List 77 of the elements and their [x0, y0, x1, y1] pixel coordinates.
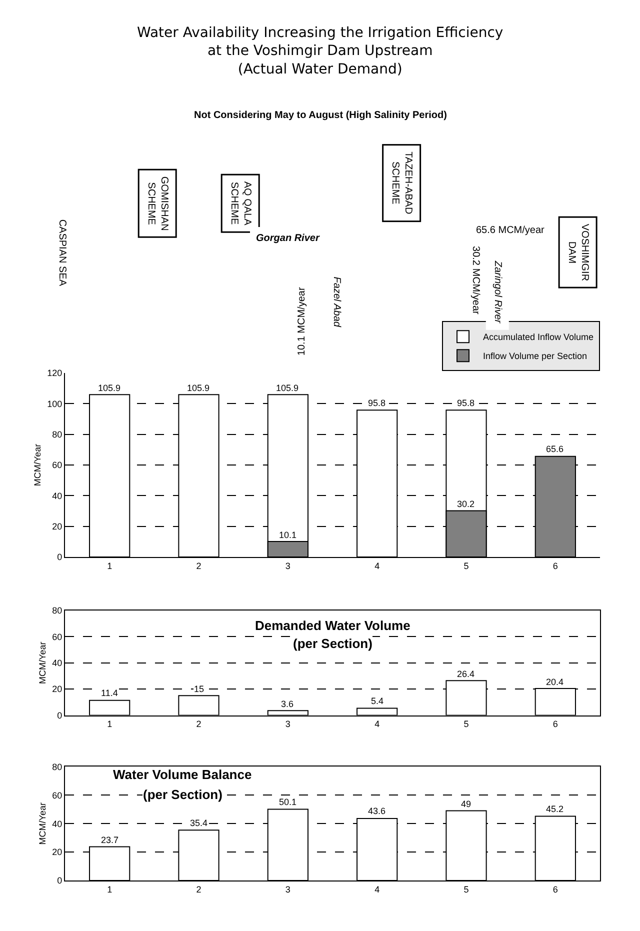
x-tick-label: 3	[285, 719, 290, 730]
data-label: 49	[461, 799, 472, 809]
y-tick-label: 60	[52, 632, 62, 642]
text: Gorgan River	[256, 233, 320, 244]
x-tick-label: 1	[107, 719, 112, 730]
x-tick-label: 1	[107, 560, 112, 571]
text: Zaringol River	[492, 260, 503, 324]
data-label: 65.6	[546, 444, 564, 454]
text: AQ QALA SCHEME	[228, 181, 252, 226]
y-tick-label: 60	[52, 790, 62, 800]
annotation: (per Section)	[143, 787, 222, 802]
text: 30.2 MCM/year	[470, 246, 482, 316]
data-label: 43.6	[368, 806, 386, 816]
legend-label: Accumulated Inflow Volume	[483, 332, 594, 342]
y-axis-title: MCM/Year	[32, 444, 43, 486]
x-tick-label: 1	[107, 884, 112, 894]
y-tick-label: 80	[52, 429, 62, 440]
y-tick-label: 80	[52, 762, 62, 772]
x-tick-label: 4	[374, 560, 380, 571]
y-tick-label: 20	[52, 684, 62, 694]
text: 10.1 MCM/year	[296, 286, 308, 356]
y-tick-label: 0	[57, 876, 62, 886]
x-tick-label: 2	[196, 560, 202, 571]
y-tick-label: 40	[52, 658, 62, 668]
y-tick-label: 40	[52, 490, 62, 501]
text: Fazel Abad	[330, 276, 342, 328]
x-tick-label: 3	[285, 884, 290, 894]
x-tick-label: 6	[552, 719, 558, 730]
data-label: 20.4	[546, 677, 564, 687]
data-label: 10.1	[279, 530, 297, 540]
y-tick-label: 60	[52, 460, 62, 470]
y-tick-label: 100	[47, 398, 62, 409]
y-tick-label: 20	[52, 521, 62, 532]
x-tick-label: 5	[464, 719, 469, 730]
x-tick-label: 2	[196, 719, 202, 730]
data-label: 105.9	[98, 383, 121, 393]
data-label: 30.2	[457, 499, 475, 509]
text: VOSHIMGIR DAM	[566, 224, 590, 282]
text: GOMISHAN SCHEME	[145, 176, 170, 231]
legend-label: Inflow Volume per Section	[483, 351, 588, 362]
data-label: 105.9	[187, 383, 210, 393]
data-label: 45.2	[546, 804, 564, 814]
text: CASPIAN SEA	[56, 219, 68, 286]
data-label: 50.1	[279, 797, 297, 807]
annotation: Demanded Water Volume	[255, 618, 410, 633]
x-tick-label: 4	[374, 884, 380, 894]
annotation: Water Volume Balance	[113, 767, 252, 782]
y-axis-title: MCM/Year	[38, 642, 48, 684]
y-tick-label: 40	[52, 818, 62, 829]
text: TAZEH-ABAD SCHEME	[390, 152, 414, 214]
data-label: 5.4	[371, 696, 384, 706]
x-tick-label: 4	[374, 719, 380, 730]
x-tick-label: 2	[196, 884, 202, 894]
x-tick-label: 6	[552, 884, 558, 894]
y-tick-label: 120	[47, 368, 62, 378]
y-tick-label: 80	[52, 606, 62, 616]
data-label: 35.4	[190, 818, 208, 828]
data-label: 95.8	[368, 398, 386, 408]
data-label: 11.4	[101, 688, 118, 698]
x-tick-label: 5	[464, 560, 469, 571]
text: 65.6 MCM/year	[476, 225, 546, 236]
y-tick-label: 0	[57, 552, 62, 562]
x-tick-label: 5	[464, 884, 469, 894]
y-tick-label: 0	[57, 710, 62, 720]
y-axis-title: MCM/Year	[38, 802, 48, 845]
y-tick-label: 20	[52, 847, 62, 858]
data-label: 95.8	[457, 398, 475, 408]
data-label: 15	[194, 684, 204, 694]
chart-subtitle: Not Considering May to August (High Salinity Period)	[194, 110, 447, 121]
data-label: 105.9	[276, 383, 299, 393]
annotation: (per Section)	[293, 636, 372, 651]
x-tick-label: 3	[285, 560, 290, 571]
chart-title: Water Availability Increasing the Irrigation Efficiency at the Voshimgir Dam Upstream (Actual Water Demand)	[137, 25, 504, 78]
data-label: 26.4	[457, 669, 475, 679]
data-label: 3.6	[281, 699, 294, 709]
x-tick-label: 6	[552, 560, 558, 571]
data-label: 23.7	[101, 835, 119, 845]
